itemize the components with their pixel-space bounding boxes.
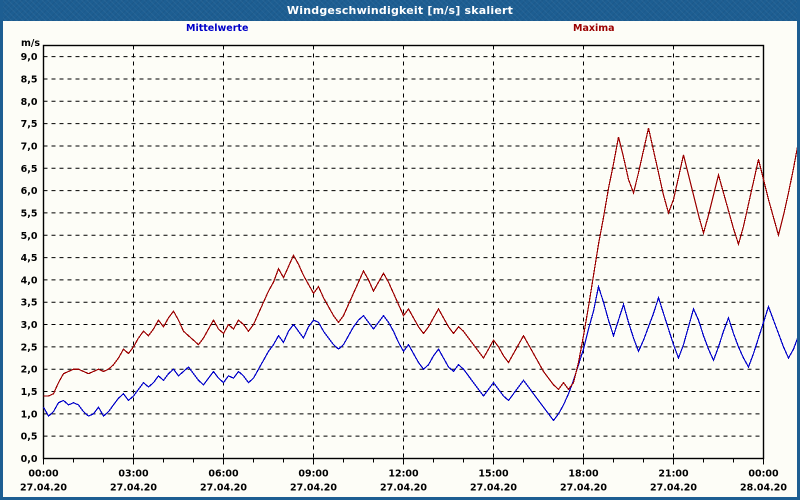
y-tick-label: 7,0 <box>21 141 38 152</box>
legend-item-mittelwerte: Mittelwerte <box>186 23 249 34</box>
x-tick-date-label: 27.04.20 <box>200 483 247 494</box>
x-tick-date-label: 27.04.20 <box>650 483 697 494</box>
x-tick-date-label: 28.04.20 <box>740 483 787 494</box>
x-tick-time-label: 03:00 <box>118 469 149 480</box>
y-tick-label: 3,5 <box>21 298 38 309</box>
x-axis-tick-labels: 00:00 27.04.20 03:00 27.04.20 06:00 27.04.20 0… <box>20 469 787 494</box>
axis-ticks <box>43 458 764 465</box>
data-series <box>42 127 797 422</box>
x-tick-time-label: 06:00 <box>208 469 239 480</box>
y-tick-label: 6,0 <box>21 186 38 197</box>
y-tick-label: 6,5 <box>21 164 38 175</box>
gridlines <box>43 45 764 459</box>
x-tick-time-label: 18:00 <box>568 469 599 480</box>
x-tick-date-label: 27.04.20 <box>290 483 337 494</box>
y-tick-label: 1,0 <box>21 409 38 420</box>
x-tick-time-label: 12:00 <box>388 469 419 480</box>
wind-speed-line-chart: 0,0 0,5 1,0 1,5 2,0 2,5 3,0 3,5 4,0 4,5 5,0 5,5 6,0 6… <box>20 44 797 494</box>
y-tick-label: 5,0 <box>21 231 38 242</box>
legend-item-maxima: Maxima <box>573 23 615 34</box>
y-tick-label: 8,5 <box>21 74 38 85</box>
y-axis-tick-labels: 0,0 0,5 1,0 1,5 2,0 2,5 3,0 3,5 4,0 4,5 5,0 5,5 6,0 6… <box>21 52 38 465</box>
y-axis-unit-label: m/s <box>21 38 41 49</box>
y-tick-label: 8,0 <box>21 97 38 108</box>
x-tick-time-label: 09:00 <box>298 469 329 480</box>
y-tick-label: 0,0 <box>21 454 38 465</box>
window-title-bar: Windgeschwindigkeit [m/s] skaliert <box>3 0 797 21</box>
y-tick-label: 5,5 <box>21 208 38 219</box>
x-tick-date-label: 27.04.20 <box>380 483 427 494</box>
y-tick-label: 0,5 <box>21 432 38 443</box>
y-tick-label: 4,5 <box>21 253 38 264</box>
series-line-maxima <box>43 127 797 397</box>
y-tick-label: 4,0 <box>21 275 38 286</box>
x-tick-time-label: 00:00 <box>748 469 779 480</box>
y-tick-label: 9,0 <box>21 52 38 63</box>
y-tick-label: 3,0 <box>21 320 38 331</box>
y-tick-label: 1,5 <box>21 387 38 398</box>
x-tick-time-label: 15:00 <box>478 469 509 480</box>
x-tick-time-label: 21:00 <box>658 469 689 480</box>
x-tick-date-label: 27.04.20 <box>20 483 67 494</box>
x-tick-date-label: 27.04.20 <box>110 483 157 494</box>
x-tick-time-label: 00:00 <box>28 469 59 480</box>
y-tick-label: 7,5 <box>21 119 38 130</box>
y-tick-label: 2,0 <box>21 365 38 376</box>
y-tick-label: 2,5 <box>21 342 38 353</box>
series-line-mittelwerte <box>42 284 797 422</box>
x-tick-date-label: 27.04.20 <box>560 483 607 494</box>
x-tick-date-label: 27.04.20 <box>470 483 517 494</box>
